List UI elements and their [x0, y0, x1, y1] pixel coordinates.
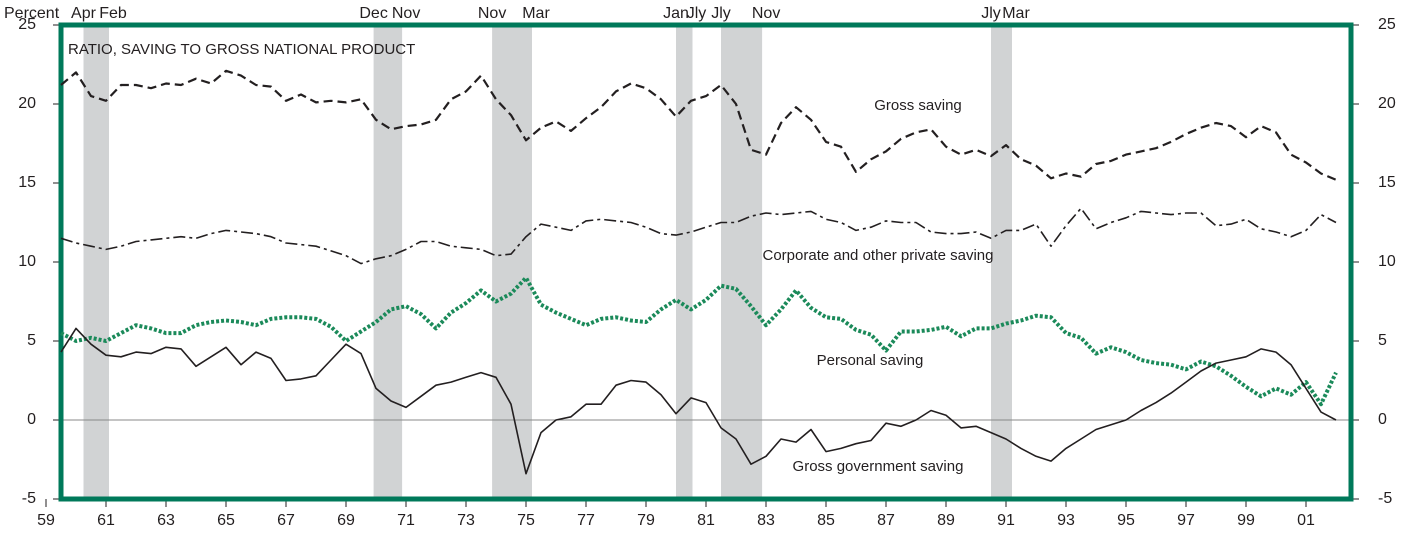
- chart-title: RATIO, SAVING TO GROSS NATIONAL PRODUCT: [68, 41, 415, 58]
- x-tick-label: 87: [877, 512, 895, 529]
- y-tick-label: 5: [27, 332, 36, 349]
- recession-end-label: Jly: [687, 5, 707, 22]
- x-tick-label: 69: [337, 512, 355, 529]
- recession-end-label: Nov: [392, 5, 420, 22]
- recession-band: [676, 25, 693, 499]
- y2-tick-label: 20: [1378, 95, 1396, 112]
- y-tick-label: 20: [18, 95, 36, 112]
- x-tick-label: 75: [517, 512, 535, 529]
- recession-end-label: Mar: [522, 5, 550, 22]
- recession-start-label: Jan: [663, 5, 689, 22]
- recession-end-label: Feb: [99, 5, 127, 22]
- x-tick-label: 99: [1237, 512, 1255, 529]
- y2-tick-label: 15: [1378, 174, 1396, 191]
- recession-start-label: Jly: [711, 5, 731, 22]
- x-tick-label: 67: [277, 512, 295, 529]
- x-tick-label: 97: [1177, 512, 1195, 529]
- x-tick-label: 73: [457, 512, 475, 529]
- x-tick-label: 83: [757, 512, 775, 529]
- x-tick-label: 01: [1297, 512, 1315, 529]
- y2-tick-label: 0: [1378, 411, 1387, 428]
- y-tick-label: 25: [18, 16, 36, 33]
- y-tick-label: 10: [18, 253, 36, 270]
- recession-start-label: Nov: [478, 5, 506, 22]
- y-tick-label: -5: [22, 490, 36, 507]
- x-tick-label: 91: [997, 512, 1015, 529]
- series-label: Personal saving: [817, 352, 924, 369]
- series-label: Gross saving: [874, 97, 962, 114]
- recession-end-label: Mar: [1002, 5, 1030, 22]
- y2-tick-label: 10: [1378, 253, 1396, 270]
- recession-band: [373, 25, 403, 499]
- x-tick-label: 93: [1057, 512, 1075, 529]
- y-tick-label: 0: [27, 411, 36, 428]
- y2-tick-label: 25: [1378, 16, 1396, 33]
- y2-tick-label: -5: [1378, 490, 1392, 507]
- series-label: Corporate and other private saving: [763, 247, 994, 264]
- plot-frame: [58, 22, 1354, 502]
- x-tick-label: 71: [397, 512, 415, 529]
- y-tick-label: 15: [18, 174, 36, 191]
- x-tick-label: 61: [97, 512, 115, 529]
- recession-band: [83, 25, 109, 499]
- x-tick-label: 63: [157, 512, 175, 529]
- recession-band: [991, 25, 1012, 499]
- y2-tick-label: 5: [1378, 332, 1387, 349]
- recession-start-label: Dec: [359, 5, 387, 22]
- recession-band: [721, 25, 763, 499]
- recession-start-label: Apr: [71, 5, 97, 22]
- x-tick-label: 65: [217, 512, 235, 529]
- x-tick-label: 79: [637, 512, 655, 529]
- recession-end-label: Nov: [752, 5, 780, 22]
- x-tick-label: 95: [1117, 512, 1135, 529]
- series-line: [60, 327, 1337, 475]
- x-tick-label: 81: [697, 512, 715, 529]
- x-tick-label: 59: [37, 512, 55, 529]
- recession-start-label: Jly: [981, 5, 1001, 22]
- series-line: [60, 275, 1338, 407]
- series-line: [60, 207, 1337, 265]
- series-label: Gross government saving: [793, 458, 964, 475]
- series-line: [60, 69, 1337, 181]
- y-axis-label: Percent: [4, 5, 60, 22]
- recession-band: [492, 25, 532, 499]
- x-tick-label: 89: [937, 512, 955, 529]
- x-tick-label: 77: [577, 512, 595, 529]
- x-tick-label: 85: [817, 512, 835, 529]
